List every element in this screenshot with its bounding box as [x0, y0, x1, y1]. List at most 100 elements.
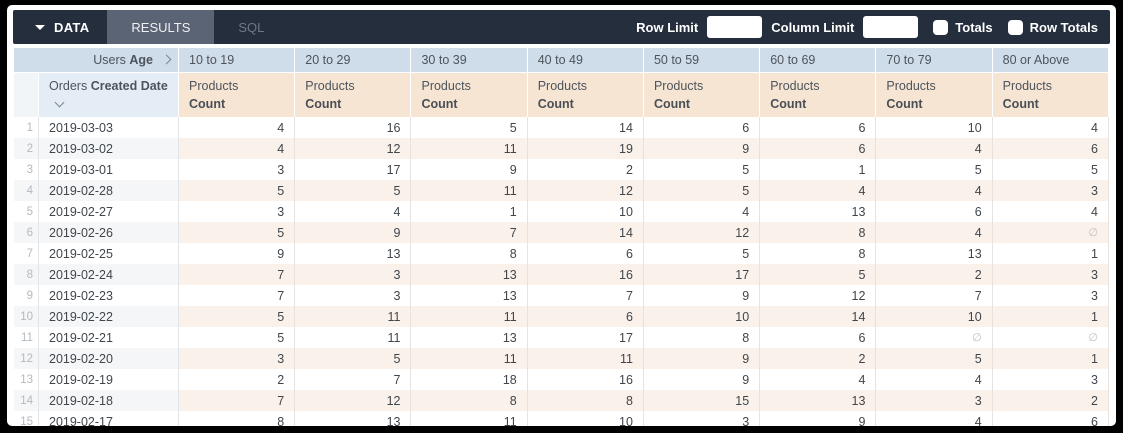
- value-cell[interactable]: 8: [179, 411, 296, 426]
- value-cell[interactable]: 5: [644, 243, 761, 265]
- date-cell[interactable]: 2019-02-25: [39, 243, 180, 265]
- value-cell[interactable]: 9: [179, 243, 296, 265]
- value-cell[interactable]: 9: [295, 222, 412, 244]
- value-cell[interactable]: 6: [528, 243, 644, 265]
- measure-header[interactable]: Products Count: [179, 73, 296, 118]
- value-cell[interactable]: 5: [411, 117, 528, 139]
- date-cell[interactable]: 2019-02-26: [39, 222, 180, 244]
- value-cell[interactable]: 13: [760, 390, 877, 412]
- value-cell[interactable]: 6: [993, 411, 1109, 426]
- value-cell[interactable]: 16: [528, 369, 644, 391]
- value-cell[interactable]: 2: [876, 264, 993, 286]
- date-cell[interactable]: 2019-02-27: [39, 201, 180, 223]
- value-cell[interactable]: 7: [179, 264, 296, 286]
- pivot-bucket-header[interactable]: 60 to 69: [760, 48, 877, 73]
- value-cell[interactable]: 5: [876, 159, 993, 181]
- value-cell[interactable]: 5: [876, 348, 993, 370]
- value-cell[interactable]: 4: [876, 138, 993, 160]
- measure-header[interactable]: Products Count: [992, 73, 1109, 118]
- pivot-bucket-header[interactable]: 20 to 29: [295, 48, 412, 73]
- value-cell[interactable]: 10: [643, 306, 761, 328]
- value-cell[interactable]: 9: [643, 348, 761, 370]
- value-cell[interactable]: 7: [528, 285, 644, 307]
- value-cell[interactable]: 9: [644, 369, 761, 391]
- date-cell[interactable]: 2019-03-01: [39, 159, 180, 181]
- value-cell[interactable]: 3: [993, 285, 1109, 307]
- pivot-bucket-header[interactable]: 80 or Above: [992, 48, 1109, 73]
- value-cell[interactable]: 3: [179, 201, 296, 223]
- value-cell[interactable]: 5: [179, 327, 296, 349]
- date-cell[interactable]: 2019-02-17: [39, 411, 180, 426]
- value-cell[interactable]: ∅: [992, 222, 1109, 244]
- value-cell[interactable]: 15: [643, 390, 761, 412]
- value-cell[interactable]: 4: [179, 117, 296, 139]
- measure-header[interactable]: Products Count: [760, 73, 877, 118]
- value-cell[interactable]: 14: [527, 222, 644, 244]
- value-cell[interactable]: 4: [760, 369, 877, 391]
- value-cell[interactable]: 8: [411, 243, 528, 265]
- value-cell[interactable]: 16: [295, 117, 412, 139]
- date-cell[interactable]: 2019-02-28: [39, 180, 180, 202]
- value-cell[interactable]: 18: [411, 369, 528, 391]
- value-cell[interactable]: 3: [993, 369, 1109, 391]
- pivot-bucket-header[interactable]: 50 to 59: [643, 48, 761, 73]
- tab-results[interactable]: RESULTS: [107, 10, 215, 44]
- value-cell[interactable]: 1: [992, 348, 1109, 370]
- value-cell[interactable]: 8: [644, 327, 761, 349]
- value-cell[interactable]: 4: [760, 180, 877, 202]
- value-cell[interactable]: 11: [411, 411, 528, 426]
- value-cell[interactable]: 1: [993, 243, 1109, 265]
- pivot-bucket-header[interactable]: 40 to 49: [527, 48, 644, 73]
- value-cell[interactable]: 6: [760, 138, 877, 160]
- tab-data[interactable]: DATA: [13, 10, 107, 44]
- value-cell[interactable]: 7: [876, 285, 993, 307]
- row-limit-input[interactable]: [707, 16, 763, 38]
- value-cell[interactable]: 7: [411, 222, 528, 244]
- value-cell[interactable]: 10: [528, 411, 644, 426]
- value-cell[interactable]: 13: [411, 327, 528, 349]
- date-cell[interactable]: 2019-02-21: [39, 327, 180, 349]
- value-cell[interactable]: 4: [876, 222, 993, 244]
- value-cell[interactable]: 5: [760, 264, 877, 286]
- value-cell[interactable]: 7: [179, 390, 296, 412]
- dimension-header[interactable]: Orders Created Date: [39, 73, 180, 118]
- value-cell[interactable]: 12: [295, 138, 412, 160]
- value-cell[interactable]: 6: [992, 138, 1109, 160]
- measure-header[interactable]: Products Count: [643, 73, 761, 118]
- value-cell[interactable]: 3: [876, 390, 993, 412]
- value-cell[interactable]: 4: [644, 201, 761, 223]
- value-cell[interactable]: 17: [528, 327, 644, 349]
- value-cell[interactable]: 5: [179, 306, 296, 328]
- value-cell[interactable]: 5: [643, 180, 761, 202]
- value-cell[interactable]: 1: [760, 159, 877, 181]
- date-cell[interactable]: 2019-02-22: [39, 306, 180, 328]
- value-cell[interactable]: 12: [295, 390, 412, 412]
- value-cell[interactable]: 8: [760, 222, 877, 244]
- value-cell[interactable]: ∅: [876, 327, 993, 349]
- value-cell[interactable]: 3: [179, 159, 296, 181]
- value-cell[interactable]: 5: [179, 222, 296, 244]
- value-cell[interactable]: ∅: [993, 327, 1109, 349]
- value-cell[interactable]: 2: [179, 369, 296, 391]
- tab-sql[interactable]: SQL: [214, 10, 288, 44]
- value-cell[interactable]: 2: [760, 348, 877, 370]
- value-cell[interactable]: 14: [528, 117, 644, 139]
- value-cell[interactable]: 4: [876, 180, 993, 202]
- value-cell[interactable]: 9: [411, 159, 528, 181]
- value-cell[interactable]: 3: [295, 285, 412, 307]
- value-cell[interactable]: 12: [643, 222, 761, 244]
- value-cell[interactable]: 1: [992, 306, 1109, 328]
- column-limit-input[interactable]: [863, 16, 919, 38]
- value-cell[interactable]: 11: [411, 180, 528, 202]
- value-cell[interactable]: 3: [179, 348, 296, 370]
- value-cell[interactable]: 13: [411, 264, 528, 286]
- value-cell[interactable]: 6: [760, 117, 877, 139]
- measure-header[interactable]: Products Count: [295, 73, 412, 118]
- value-cell[interactable]: 4: [876, 369, 993, 391]
- value-cell[interactable]: 13: [295, 411, 412, 426]
- value-cell[interactable]: 3: [295, 264, 412, 286]
- date-cell[interactable]: 2019-02-19: [39, 369, 180, 391]
- value-cell[interactable]: 16: [527, 264, 644, 286]
- value-cell[interactable]: 17: [295, 159, 412, 181]
- value-cell[interactable]: 3: [992, 264, 1109, 286]
